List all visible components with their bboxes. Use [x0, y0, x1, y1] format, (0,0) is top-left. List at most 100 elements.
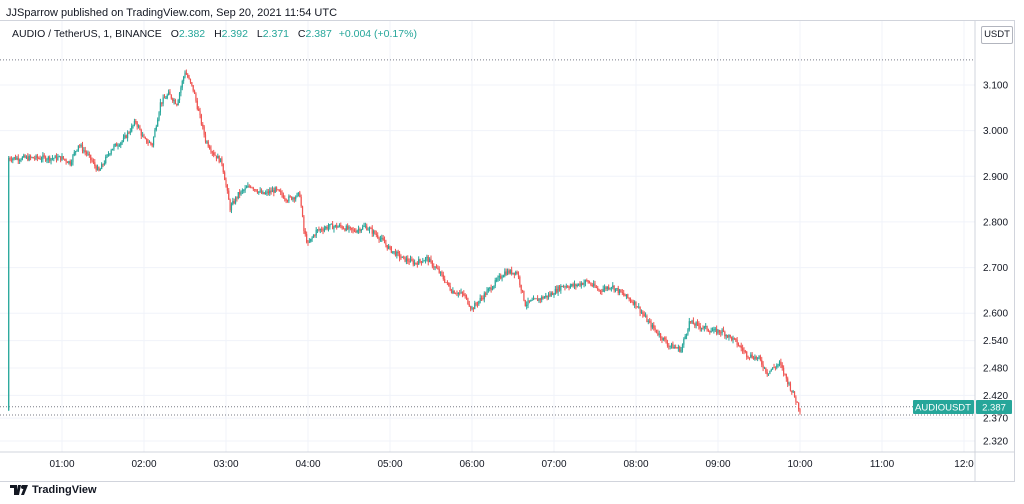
candle-body	[629, 299, 632, 302]
candle-body	[322, 230, 324, 231]
footer-brand: TradingView	[10, 483, 97, 496]
candle-body	[718, 330, 720, 333]
candle-body	[31, 157, 33, 158]
candle-body	[50, 158, 52, 161]
candle-body	[8, 158, 10, 411]
candle-body	[669, 345, 671, 347]
candle-body	[9, 158, 11, 160]
candle-body	[564, 286, 566, 288]
candle-body	[300, 196, 302, 207]
candle-body	[628, 297, 630, 300]
candle-body	[307, 242, 309, 244]
candle-body	[470, 306, 472, 309]
candle-body	[439, 271, 442, 273]
candle-body	[214, 154, 216, 156]
footer-brand-name: TradingView	[32, 484, 97, 496]
candle-body	[109, 153, 111, 155]
candle-body	[204, 134, 207, 142]
candle-body	[285, 199, 287, 201]
candle-body	[390, 246, 392, 253]
candle-body	[245, 187, 248, 189]
candle-body	[95, 165, 97, 171]
candle-body	[332, 223, 334, 230]
x-tick-label: 12:0	[954, 459, 974, 470]
candle-body	[154, 129, 156, 138]
candle-body	[389, 246, 391, 248]
candle-body	[94, 162, 96, 166]
candle-body	[125, 135, 127, 138]
candle-body	[735, 338, 737, 340]
candle-body	[28, 155, 30, 161]
candle-body	[562, 286, 565, 288]
candle-body	[444, 278, 446, 283]
candle-body	[315, 229, 317, 236]
candle-body	[129, 131, 131, 133]
open-value: 2.382	[178, 28, 206, 40]
candle-body	[183, 76, 185, 82]
candle-body	[635, 301, 637, 307]
candle-body	[76, 149, 78, 152]
candle-body	[524, 300, 526, 306]
candle-body	[549, 294, 551, 296]
candle-body	[725, 335, 727, 337]
candle-body	[260, 190, 263, 194]
candle-body	[191, 82, 193, 86]
candle-body	[314, 235, 316, 237]
candle-body	[327, 226, 330, 229]
candle-body	[757, 357, 759, 359]
candle-body	[326, 226, 328, 229]
candle-body	[103, 163, 105, 165]
candle-body	[429, 258, 431, 263]
candle-body	[465, 296, 468, 299]
candle-body	[597, 287, 599, 290]
candle-body	[43, 155, 45, 157]
candle-body	[292, 197, 294, 200]
candle-body	[299, 192, 301, 197]
candle-body	[58, 156, 60, 158]
x-tick-label: 10:00	[787, 459, 812, 470]
candle-body	[69, 161, 71, 165]
candle-body	[781, 364, 783, 368]
candle-body	[199, 110, 201, 115]
candle-body	[711, 330, 714, 332]
candle-body	[625, 294, 628, 297]
candle-body	[45, 156, 47, 161]
currency-unit-button[interactable]: USDT	[981, 26, 1013, 44]
candle-body	[579, 283, 581, 286]
candle-body	[565, 286, 567, 288]
candle-body	[456, 293, 458, 295]
candle-body	[284, 198, 286, 200]
candle-body	[766, 372, 768, 375]
candle-body	[366, 225, 368, 231]
candle-body	[370, 228, 372, 230]
candle-body	[25, 156, 28, 158]
candle-body	[180, 87, 182, 94]
candle-body	[252, 187, 254, 190]
candle-body	[433, 266, 435, 268]
tradingview-logo-icon	[10, 483, 28, 495]
candle-body	[665, 339, 667, 343]
candle-body	[709, 331, 711, 333]
candle-body	[310, 238, 312, 242]
candle-body	[446, 282, 448, 284]
candle-body	[403, 256, 405, 258]
candle-body	[345, 225, 347, 231]
symbol-name[interactable]: AUDIO / TetherUS, 1, BINANCE	[12, 28, 162, 40]
candle-body	[519, 276, 521, 285]
candle-body	[582, 283, 584, 285]
candle-body	[636, 306, 638, 308]
candle-body	[457, 292, 459, 295]
candle-body	[601, 291, 603, 292]
x-tick-label: 11:00	[870, 459, 895, 470]
candle-body	[467, 298, 469, 305]
candle-body	[569, 285, 571, 288]
candle-body	[408, 261, 410, 263]
candle-body	[383, 240, 386, 244]
candle-body	[91, 159, 93, 162]
candle-body	[293, 197, 295, 200]
candle-body	[505, 271, 507, 275]
candle-body	[694, 324, 696, 326]
candle-body	[526, 304, 528, 306]
candle-body	[371, 228, 373, 234]
